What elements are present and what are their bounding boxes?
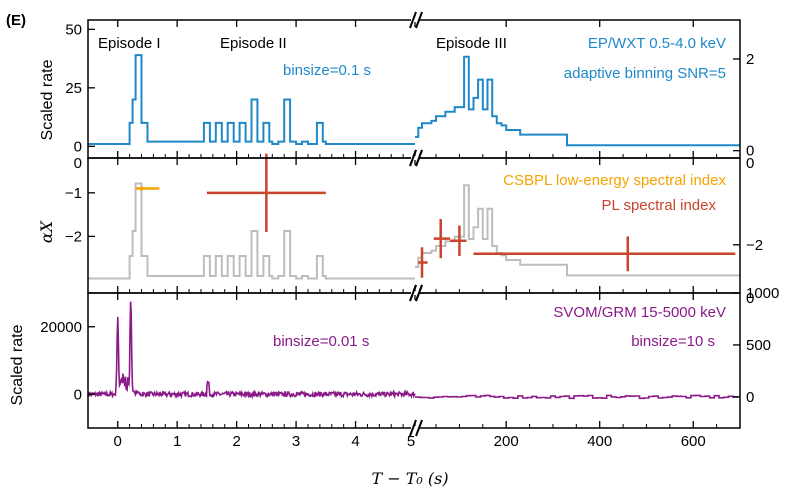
ghost-lightcurve-early bbox=[88, 182, 415, 280]
y-tick-label: 2 bbox=[746, 51, 754, 68]
axis-break-mark bbox=[409, 284, 417, 302]
axis-break-mark bbox=[409, 11, 417, 29]
axis-break-gap bbox=[411, 291, 419, 295]
x-tick-label: 2 bbox=[232, 433, 240, 450]
y-tick-label: 0 bbox=[74, 386, 82, 403]
x-tick-label: 200 bbox=[494, 433, 519, 450]
top-binning-note: adaptive binning SNR=5 bbox=[564, 65, 726, 82]
y-tick-label: 500 bbox=[746, 337, 771, 354]
axis-break-mark bbox=[415, 284, 423, 302]
top-binsize-note: binsize=0.1 s bbox=[283, 62, 371, 79]
y-tick-label: 50 bbox=[65, 21, 82, 38]
bottom-binsize-note-late: binsize=10 s bbox=[631, 333, 715, 350]
ghost-lightcurve-late bbox=[415, 184, 740, 277]
y-tick-label: 0 bbox=[746, 389, 754, 406]
axis-break-gap bbox=[411, 426, 419, 430]
y-tick-label: 0 bbox=[746, 143, 754, 160]
panel-label: (E) bbox=[6, 12, 26, 29]
ghost-layer bbox=[88, 182, 740, 280]
wxt-lightcurve-late bbox=[415, 55, 740, 147]
episode-label: Episode II bbox=[220, 35, 287, 52]
top-series-label: EP/WXT 0.5-4.0 keV bbox=[588, 35, 726, 52]
middle-ylabel: αX bbox=[37, 220, 56, 243]
y-tick-label: 1000 bbox=[746, 285, 779, 302]
x-tick-label: 400 bbox=[587, 433, 612, 450]
episode-label: Episode I bbox=[98, 35, 161, 52]
axis-break-mark bbox=[409, 419, 417, 437]
top-ylabel: Scaled rate bbox=[39, 59, 56, 140]
data-layer bbox=[87, 54, 740, 400]
x-tick-label: 5 bbox=[407, 433, 415, 450]
axis-break-mark bbox=[415, 149, 423, 167]
x-tick-label: 0 bbox=[114, 433, 122, 450]
y-tick-label: 0 bbox=[74, 155, 82, 172]
axis-break-mark bbox=[415, 419, 423, 437]
bottom-series-label: SVOM/GRM 15-5000 keV bbox=[553, 304, 726, 321]
x-tick-label: 600 bbox=[681, 433, 706, 450]
csbpl-legend-label: CSBPL low-energy spectral index bbox=[503, 172, 726, 189]
axis-break-mark bbox=[415, 11, 423, 29]
grm-lightcurve-early bbox=[87, 301, 416, 400]
y-tick-label: −2 bbox=[65, 228, 82, 245]
y-tick-label: 0 bbox=[746, 290, 754, 307]
axis-break-gap bbox=[411, 18, 419, 22]
y-tick-label: −1 bbox=[65, 185, 82, 202]
pl-legend-label: PL spectral index bbox=[601, 197, 716, 214]
wxt-lightcurve-early bbox=[88, 54, 415, 145]
axis-break-gap bbox=[411, 156, 419, 160]
y-tick-label: 0 bbox=[746, 155, 754, 172]
grm-lightcurve-late bbox=[415, 394, 739, 400]
y-tick-label: 20000 bbox=[40, 319, 82, 336]
y-tick-label: −2 bbox=[746, 237, 763, 254]
x-tick-label: 3 bbox=[292, 433, 300, 450]
x-tick-label: 4 bbox=[351, 433, 359, 450]
y-tick-label: 0 bbox=[74, 138, 82, 155]
axis-break-mark bbox=[409, 149, 417, 167]
episode-label: Episode III bbox=[436, 35, 507, 52]
y-tick-label: 25 bbox=[65, 80, 82, 97]
bottom-ylabel: Scaled rate bbox=[9, 324, 26, 405]
bottom-binsize-note: binsize=0.01 s bbox=[273, 333, 369, 350]
x-axis-label: T − T₀ (s) bbox=[371, 469, 448, 488]
x-tick-label: 1 bbox=[173, 433, 181, 450]
